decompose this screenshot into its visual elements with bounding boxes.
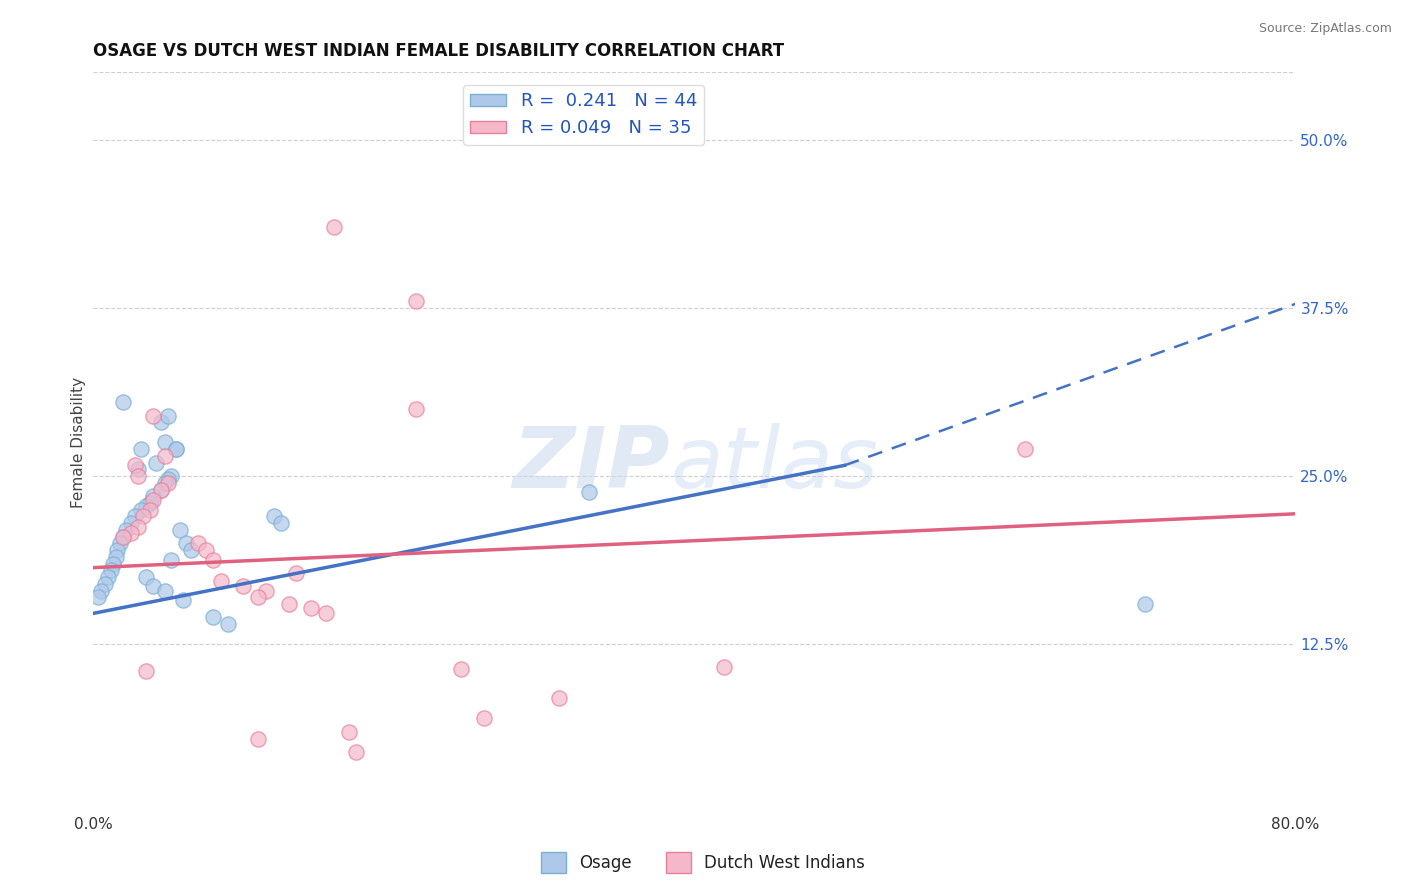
Point: [157, 409, 180, 423]
Point: [155, 583, 177, 598]
Point: [285, 566, 308, 580]
Point: [155, 435, 177, 450]
Point: [155, 449, 177, 463]
Point: [129, 442, 152, 457]
Point: [112, 395, 135, 409]
Point: [142, 579, 165, 593]
Point: [110, 536, 132, 550]
Point: [157, 475, 180, 490]
Point: [165, 442, 187, 457]
Point: [112, 530, 135, 544]
Point: [155, 475, 177, 490]
Point: [232, 579, 254, 593]
Point: [169, 523, 191, 537]
Point: [202, 552, 225, 566]
Point: [472, 711, 495, 725]
Point: [129, 502, 152, 516]
Point: [247, 731, 270, 746]
Y-axis label: Female Disability: Female Disability: [72, 377, 86, 508]
Point: [315, 607, 337, 621]
Point: [124, 458, 146, 473]
Point: [322, 220, 344, 235]
Point: [135, 570, 157, 584]
Point: [270, 516, 292, 531]
Text: atlas: atlas: [671, 423, 879, 506]
Legend: R =  0.241   N = 44, R = 0.049   N = 35: R = 0.241 N = 44, R = 0.049 N = 35: [463, 85, 704, 145]
Point: [132, 509, 155, 524]
Point: [160, 469, 183, 483]
Point: [548, 691, 571, 706]
Point: [115, 523, 138, 537]
Point: [344, 745, 367, 759]
Point: [86, 591, 108, 605]
Point: [101, 557, 124, 571]
Point: [202, 610, 225, 624]
Legend: Osage, Dutch West Indians: Osage, Dutch West Indians: [534, 846, 872, 880]
Point: [405, 401, 427, 416]
Point: [277, 597, 299, 611]
Point: [90, 583, 112, 598]
Point: [104, 549, 127, 564]
Point: [127, 520, 149, 534]
Point: [142, 489, 165, 503]
Text: OSAGE VS DUTCH WEST INDIAN FEMALE DISABILITY CORRELATION CHART: OSAGE VS DUTCH WEST INDIAN FEMALE DISABI…: [93, 42, 785, 60]
Point: [194, 543, 217, 558]
Point: [176, 536, 198, 550]
Point: [160, 552, 183, 566]
Text: ZIP: ZIP: [513, 423, 671, 506]
Point: [713, 660, 735, 674]
Point: [142, 493, 165, 508]
Point: [94, 576, 117, 591]
Point: [139, 502, 162, 516]
Point: [578, 485, 600, 500]
Point: [124, 509, 146, 524]
Point: [135, 499, 157, 513]
Point: [157, 472, 180, 486]
Point: [217, 617, 239, 632]
Point: [254, 583, 277, 598]
Point: [209, 574, 232, 588]
Point: [172, 593, 194, 607]
Point: [142, 409, 165, 423]
Point: [247, 591, 270, 605]
Point: [112, 530, 135, 544]
Point: [405, 294, 427, 309]
Point: [105, 543, 128, 558]
Point: [263, 509, 285, 524]
Point: [299, 601, 322, 615]
Text: Source: ZipAtlas.com: Source: ZipAtlas.com: [1258, 22, 1392, 36]
Point: [180, 543, 202, 558]
Point: [127, 462, 149, 476]
Point: [1014, 442, 1036, 457]
Point: [127, 469, 149, 483]
Point: [145, 456, 167, 470]
Point: [97, 570, 120, 584]
Point: [149, 483, 172, 497]
Point: [139, 496, 162, 510]
Point: [100, 563, 122, 577]
Point: [135, 665, 157, 679]
Point: [187, 536, 209, 550]
Point: [337, 724, 360, 739]
Point: [120, 516, 142, 531]
Point: [165, 442, 187, 457]
Point: [120, 525, 142, 540]
Point: [450, 661, 472, 675]
Point: [149, 483, 172, 497]
Point: [1133, 597, 1156, 611]
Point: [149, 415, 172, 429]
